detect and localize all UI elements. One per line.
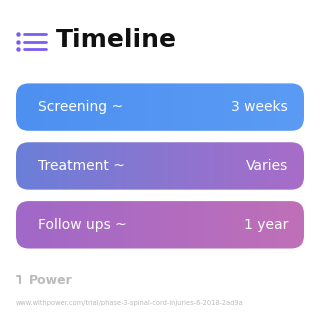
Text: Varies: Varies bbox=[246, 159, 288, 173]
Text: Timeline: Timeline bbox=[56, 28, 177, 52]
Text: Power: Power bbox=[29, 274, 73, 287]
Text: 3 weeks: 3 weeks bbox=[231, 100, 288, 114]
Text: Screening ~: Screening ~ bbox=[38, 100, 124, 114]
Text: www.withpower.com/trial/phase-3-spinal-cord-injuries-6-2018-2ad9a: www.withpower.com/trial/phase-3-spinal-c… bbox=[16, 301, 244, 306]
Text: Treatment ~: Treatment ~ bbox=[38, 159, 125, 173]
Text: 1 year: 1 year bbox=[244, 218, 288, 232]
Text: Follow ups ~: Follow ups ~ bbox=[38, 218, 127, 232]
